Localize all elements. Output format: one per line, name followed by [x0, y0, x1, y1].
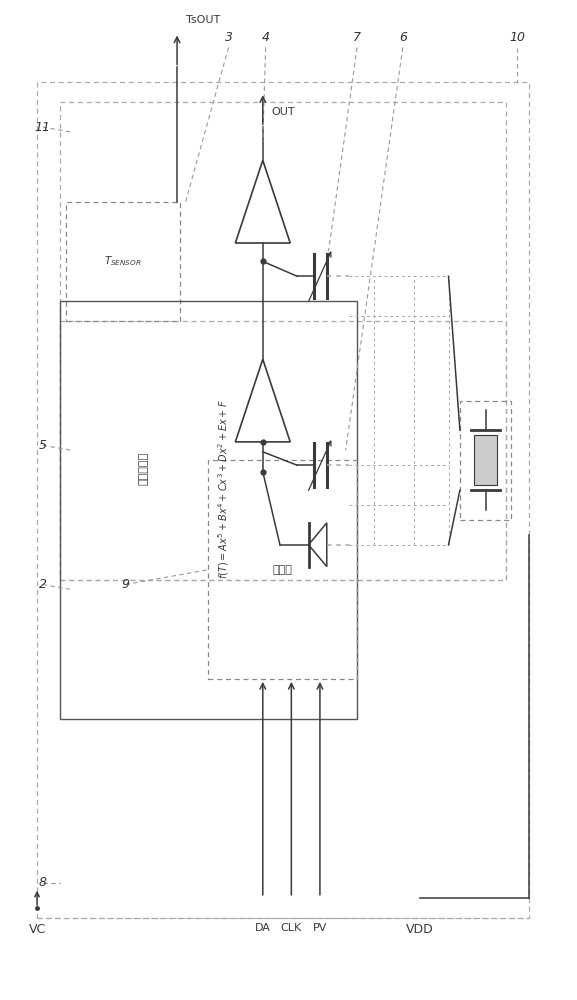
Text: VC: VC	[28, 923, 46, 936]
Text: OUT: OUT	[271, 107, 295, 117]
Text: 11: 11	[35, 121, 51, 134]
Text: 6: 6	[399, 31, 407, 44]
Text: DA: DA	[255, 923, 271, 933]
Text: 2: 2	[39, 578, 47, 591]
Text: VDD: VDD	[406, 923, 434, 936]
Text: 9: 9	[122, 578, 130, 591]
Polygon shape	[474, 435, 497, 485]
Text: 10: 10	[509, 31, 525, 44]
Text: 7: 7	[353, 31, 361, 44]
Text: $T_{SENSOR}$: $T_{SENSOR}$	[104, 254, 141, 268]
Text: 5: 5	[39, 439, 47, 452]
Text: 3: 3	[224, 31, 233, 44]
Text: 4: 4	[261, 31, 269, 44]
Text: TsOUT: TsOUT	[186, 15, 220, 25]
Text: 温度补偿块: 温度补偿块	[138, 452, 148, 485]
Text: 8: 8	[39, 876, 47, 889]
Text: PV: PV	[313, 923, 327, 933]
Text: CLK: CLK	[281, 923, 302, 933]
Text: $f(T) = Ax^5 + Bx^4 + Cx^3 + Dx^2 + Ex + F$: $f(T) = Ax^5 + Bx^4 + Cx^3 + Dx^2 + Ex +…	[216, 399, 231, 579]
Text: 数据块: 数据块	[273, 565, 293, 575]
